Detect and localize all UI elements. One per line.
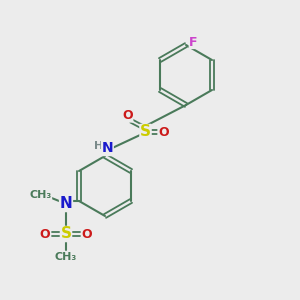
Text: CH₃: CH₃ — [55, 251, 77, 262]
Text: S: S — [61, 226, 71, 242]
Text: O: O — [122, 109, 133, 122]
Text: H: H — [94, 141, 103, 151]
Text: F: F — [189, 35, 198, 49]
Text: O: O — [40, 227, 50, 241]
Text: N: N — [60, 196, 72, 211]
Text: S: S — [140, 124, 151, 140]
Text: CH₃: CH₃ — [29, 190, 52, 200]
Text: O: O — [82, 227, 92, 241]
Text: O: O — [158, 125, 169, 139]
Text: N: N — [102, 142, 113, 155]
